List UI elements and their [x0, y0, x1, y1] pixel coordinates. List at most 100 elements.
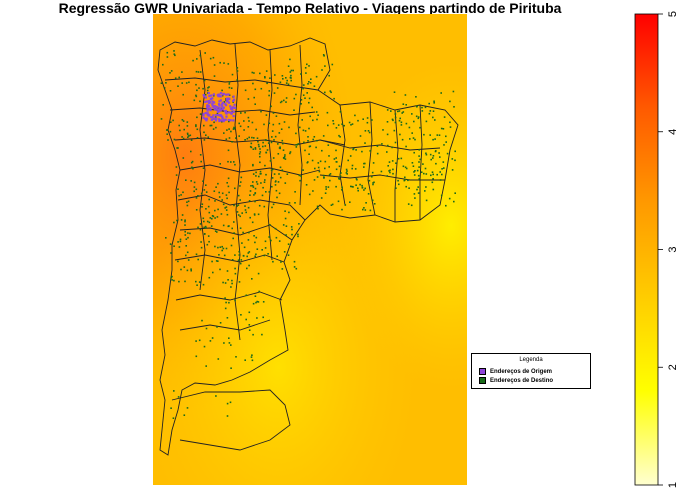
destination-point: [436, 173, 438, 176]
destination-point: [226, 317, 229, 319]
destination-point: [257, 213, 260, 216]
destination-point: [307, 161, 309, 163]
destination-point: [275, 189, 278, 192]
origin-point: [231, 108, 234, 111]
destination-point: [407, 203, 410, 205]
destination-point: [415, 96, 417, 98]
destination-point: [393, 91, 396, 93]
destination-point: [196, 89, 198, 92]
destination-point: [201, 203, 204, 205]
destination-point: [425, 152, 427, 155]
destination-point: [271, 168, 274, 171]
destination-point: [434, 119, 436, 121]
destination-point: [241, 212, 243, 214]
destination-point: [349, 155, 352, 157]
origin-point: [229, 119, 232, 122]
destination-point: [224, 297, 226, 299]
destination-point: [272, 157, 275, 159]
destination-point: [207, 235, 210, 237]
destination-point: [281, 139, 284, 142]
destination-point: [305, 184, 308, 186]
destination-point: [451, 169, 454, 171]
destination-point: [239, 125, 242, 128]
destination-point: [257, 143, 260, 146]
destination-point: [253, 96, 255, 99]
destination-point: [436, 134, 439, 136]
destination-point: [361, 150, 363, 153]
destination-point: [293, 260, 296, 263]
destination-point: [405, 145, 407, 148]
origin-point: [218, 109, 221, 112]
destination-point: [290, 226, 293, 228]
destination-point: [207, 136, 210, 138]
origin-point: [225, 115, 228, 118]
destination-point: [420, 171, 423, 173]
origin-point: [219, 95, 222, 98]
destination-point: [214, 230, 217, 232]
destination-point: [442, 161, 445, 163]
destination-point: [233, 161, 235, 163]
destination-point: [171, 275, 173, 278]
destination-point: [401, 138, 404, 141]
origin-point: [214, 117, 217, 120]
destination-point: [264, 145, 267, 147]
origin-point: [216, 108, 219, 111]
destination-point: [386, 133, 389, 136]
destination-point: [336, 161, 338, 163]
destination-point: [215, 260, 218, 262]
destination-point: [213, 64, 216, 66]
destination-point: [264, 76, 266, 79]
destination-point: [279, 81, 282, 84]
destination-point: [392, 168, 394, 171]
destination-point: [247, 252, 250, 254]
destination-point: [173, 50, 175, 52]
destination-point: [425, 199, 428, 202]
destination-point: [278, 132, 281, 134]
destination-point: [235, 137, 237, 139]
destination-point: [231, 141, 233, 143]
destination-point: [292, 69, 294, 72]
destination-point: [246, 255, 248, 258]
destination-point: [270, 105, 272, 108]
destination-point: [432, 173, 434, 176]
destination-point: [397, 179, 399, 182]
destination-point: [173, 279, 175, 282]
destination-point: [186, 121, 189, 123]
destination-point: [414, 138, 416, 141]
destination-point: [364, 162, 366, 165]
destination-point: [412, 165, 415, 167]
origin-point: [206, 104, 209, 107]
destination-point: [332, 122, 335, 125]
destination-point: [263, 123, 265, 126]
destination-point: [423, 133, 425, 136]
destination-point: [202, 87, 204, 90]
destination-points: [160, 50, 456, 419]
destination-point: [207, 87, 209, 89]
destination-point: [228, 137, 231, 139]
origin-point: [232, 99, 235, 102]
destination-point: [252, 181, 254, 183]
destination-point: [259, 161, 261, 164]
destination-point: [234, 163, 236, 166]
destination-point: [454, 159, 456, 162]
origin-point: [217, 93, 221, 96]
destination-point: [179, 238, 182, 241]
destination-point: [185, 245, 187, 247]
destination-point: [432, 138, 434, 141]
destination-point: [230, 286, 232, 288]
destination-point: [238, 250, 240, 253]
destination-point: [400, 124, 403, 126]
destination-point: [262, 301, 265, 303]
destination-point: [431, 171, 434, 173]
destination-point: [276, 255, 278, 257]
destination-point: [288, 211, 290, 214]
destination-point: [284, 154, 286, 156]
destination-point: [313, 179, 316, 181]
destination-point: [219, 61, 221, 64]
destination-point: [299, 179, 301, 182]
origin-point: [225, 100, 228, 103]
destination-point: [306, 92, 308, 94]
destination-point: [198, 281, 201, 283]
destination-point: [351, 167, 353, 170]
destination-point: [203, 345, 206, 348]
